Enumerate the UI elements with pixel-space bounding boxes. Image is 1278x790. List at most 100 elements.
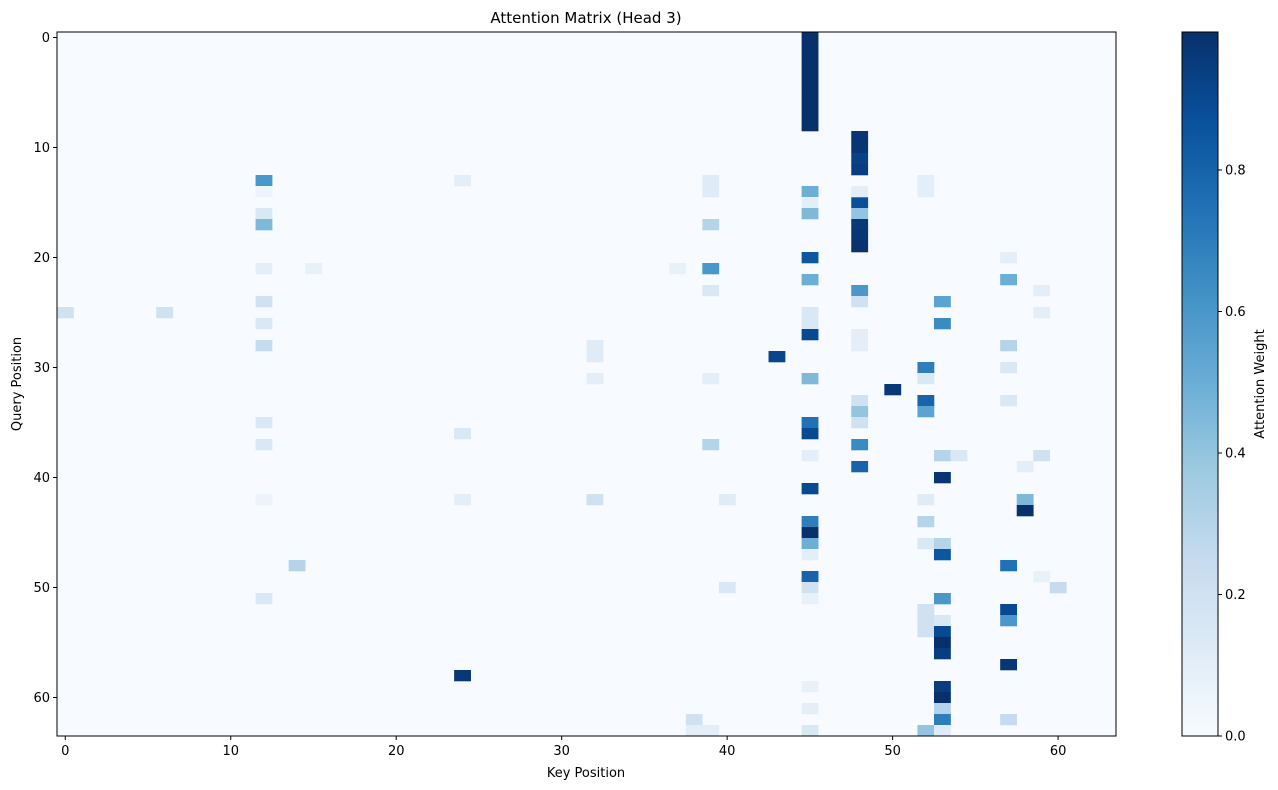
y-tick-label: 60 bbox=[33, 691, 50, 706]
y-tick-label: 10 bbox=[33, 141, 50, 156]
heatmap-cell bbox=[702, 285, 720, 297]
heatmap-cell bbox=[851, 142, 869, 154]
heatmap-cell bbox=[851, 153, 869, 165]
heatmap-cell bbox=[801, 307, 819, 319]
heatmap-cell bbox=[1000, 714, 1018, 726]
heatmap-cell bbox=[156, 307, 174, 319]
heatmap-cell bbox=[933, 318, 951, 330]
heatmap-cell bbox=[702, 186, 720, 198]
heatmap-cell bbox=[917, 362, 935, 374]
heatmap-cell bbox=[851, 186, 869, 198]
heatmap-cell bbox=[586, 340, 604, 352]
y-tick-label: 0 bbox=[42, 31, 50, 46]
heatmap-cell bbox=[685, 725, 703, 737]
heatmap-cell bbox=[1033, 307, 1051, 319]
heatmap-cell bbox=[1000, 252, 1018, 264]
x-axis-ticks: 0 10 20 30 40 50 60 bbox=[61, 736, 1066, 759]
heatmap-cell bbox=[1000, 604, 1018, 616]
heatmap-cell bbox=[917, 395, 935, 407]
heatmap-cell bbox=[917, 494, 935, 506]
x-axis-label: Key Position bbox=[547, 766, 625, 781]
heatmap-cell bbox=[851, 285, 869, 297]
heatmap-cell bbox=[255, 439, 273, 451]
heatmap-cell bbox=[801, 681, 819, 693]
heatmap-cell bbox=[801, 76, 819, 88]
heatmap-cell bbox=[768, 351, 786, 363]
heatmap-cell bbox=[917, 615, 935, 627]
heatmap-cell bbox=[917, 175, 935, 187]
heatmap-cell bbox=[851, 241, 869, 253]
heatmap-cell bbox=[851, 395, 869, 407]
heatmap-cell bbox=[801, 703, 819, 715]
heatmap-cell bbox=[851, 340, 869, 352]
colorbar-ticks: 0.0 0.2 0.4 0.6 0.8 bbox=[1218, 163, 1246, 745]
heatmap-cell bbox=[255, 340, 273, 352]
heatmap-cell bbox=[933, 450, 951, 462]
x-tick-label: 50 bbox=[884, 744, 901, 759]
y-axis-ticks: 0 10 20 30 40 50 60 bbox=[33, 31, 57, 706]
heatmap-cell bbox=[801, 549, 819, 561]
heatmap-cell bbox=[255, 593, 273, 605]
heatmap-cell bbox=[801, 87, 819, 99]
heatmap-cell bbox=[1016, 505, 1034, 517]
heatmap-cell bbox=[702, 725, 720, 737]
heatmap-cell bbox=[851, 219, 869, 231]
heatmap-cell bbox=[917, 373, 935, 385]
heatmap-cell bbox=[801, 483, 819, 495]
heatmap-cell bbox=[801, 252, 819, 264]
heatmap-cell bbox=[702, 219, 720, 231]
heatmap-cell bbox=[1033, 450, 1051, 462]
heatmap-cell bbox=[933, 296, 951, 308]
heatmap-cell bbox=[851, 406, 869, 418]
heatmap-cell bbox=[933, 615, 951, 627]
heatmap-cell bbox=[801, 593, 819, 605]
x-tick-label: 20 bbox=[388, 744, 405, 759]
heatmap-cell bbox=[718, 494, 736, 506]
heatmap-cell bbox=[933, 637, 951, 649]
heatmap-cell bbox=[801, 274, 819, 286]
heatmap-cell bbox=[917, 725, 935, 737]
heatmap-cell bbox=[801, 32, 819, 44]
colorbar-tick-label: 0.8 bbox=[1225, 163, 1246, 178]
heatmap-cell bbox=[1000, 274, 1018, 286]
heatmap-cell bbox=[851, 439, 869, 451]
heatmap-cell bbox=[1033, 571, 1051, 583]
heatmap-cell bbox=[801, 329, 819, 341]
heatmap-cell bbox=[702, 439, 720, 451]
heatmap-cell bbox=[801, 43, 819, 55]
y-axis-label: Query Position bbox=[10, 337, 25, 431]
chart-title: Attention Matrix (Head 3) bbox=[490, 9, 681, 27]
heatmap-cell bbox=[933, 593, 951, 605]
heatmap-cell bbox=[1049, 582, 1067, 594]
x-tick-label: 60 bbox=[1050, 744, 1067, 759]
heatmap-cell bbox=[801, 582, 819, 594]
heatmap-cell bbox=[933, 626, 951, 638]
heatmap-cell bbox=[933, 472, 951, 484]
heatmap-cell bbox=[288, 560, 306, 572]
heatmap-cell bbox=[801, 538, 819, 550]
y-tick-label: 50 bbox=[33, 581, 50, 596]
colorbar-tick-label: 0.6 bbox=[1225, 305, 1246, 320]
heatmap-cell bbox=[801, 318, 819, 330]
heatmap-cell bbox=[801, 208, 819, 220]
heatmap-cell bbox=[1000, 615, 1018, 627]
heatmap-cell bbox=[454, 175, 471, 187]
heatmap-cell bbox=[917, 538, 935, 550]
heatmap-cell bbox=[933, 681, 951, 693]
heatmap-cell bbox=[1016, 494, 1034, 506]
heatmap-cell bbox=[1000, 340, 1018, 352]
heatmap-cell bbox=[933, 703, 951, 715]
heatmap-cell bbox=[255, 208, 273, 220]
heatmap-cell bbox=[801, 197, 819, 209]
x-tick-label: 10 bbox=[222, 744, 239, 759]
heatmap-cell bbox=[57, 307, 74, 319]
heatmap-cell bbox=[801, 527, 819, 539]
heatmap-cell bbox=[933, 549, 951, 561]
colorbar-tick-label: 0.4 bbox=[1225, 446, 1246, 461]
heatmap-cell bbox=[933, 714, 951, 726]
heatmap-cell bbox=[255, 296, 273, 308]
heatmap-cell bbox=[801, 450, 819, 462]
heatmap-cell bbox=[801, 373, 819, 385]
plot-frame bbox=[56, 31, 1117, 737]
